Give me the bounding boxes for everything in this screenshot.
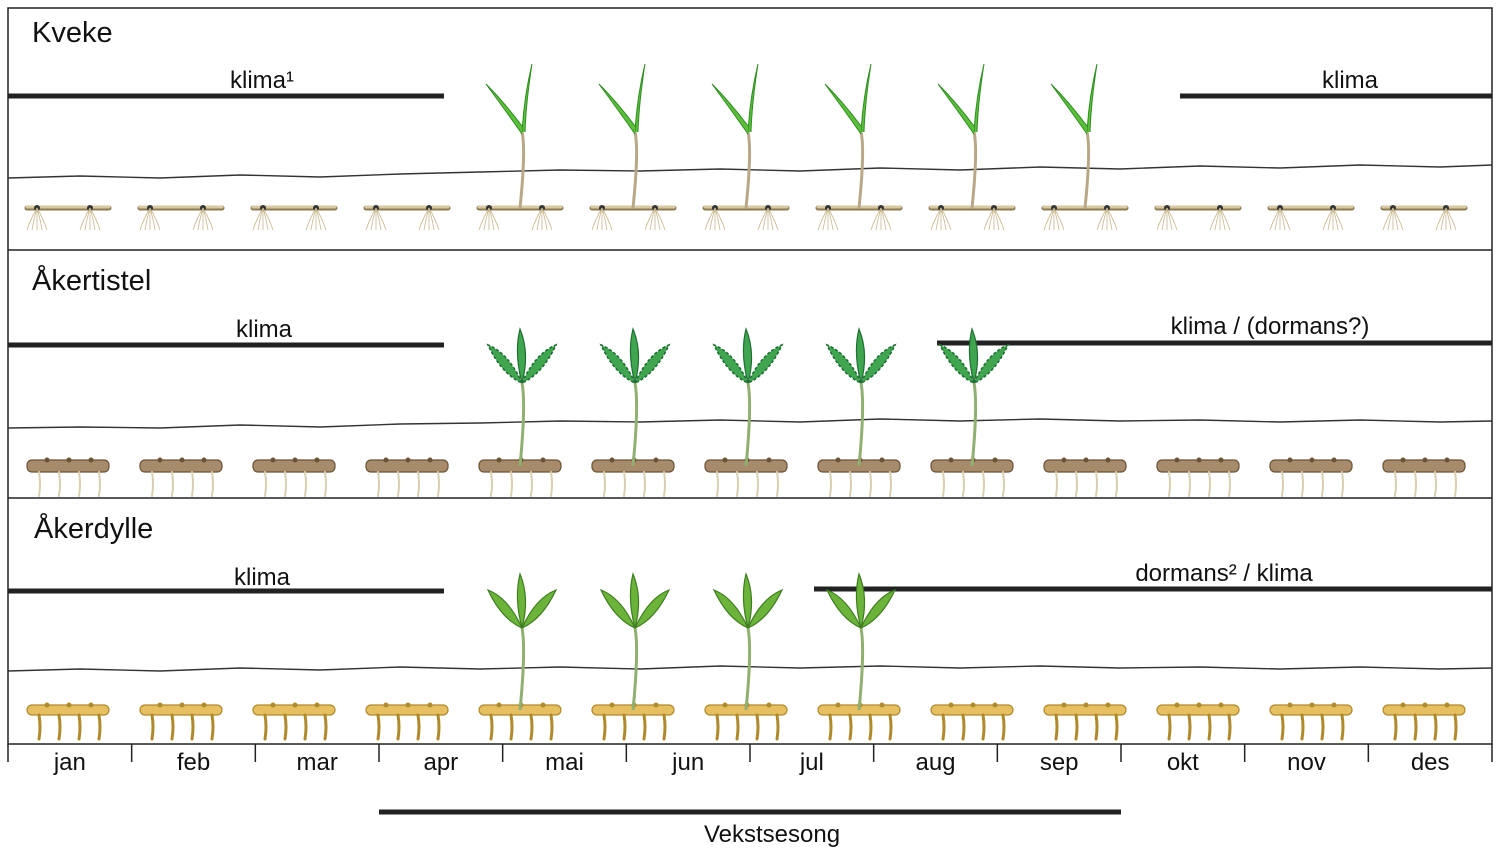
plant-with-shoot bbox=[476, 63, 564, 231]
month-label-mar: mar bbox=[296, 749, 337, 776]
panel-akerdylle: Åkerdylle klima dormans² / klima bbox=[7, 512, 1493, 741]
month-label-des: des bbox=[1411, 749, 1450, 776]
soil-surface-line bbox=[7, 418, 1493, 429]
dormancy-bar-right-label: klima / (dormans?) bbox=[1171, 313, 1370, 340]
plant-with-shoot bbox=[817, 327, 901, 497]
soil-surface-line bbox=[7, 164, 1493, 179]
rhizome-dormant bbox=[1043, 457, 1127, 497]
rhizome-dormant bbox=[1380, 205, 1468, 231]
rhizome-dormant bbox=[139, 702, 223, 741]
dormancy-bar-left-label: klima bbox=[236, 316, 293, 343]
plant-with-shoot bbox=[478, 327, 562, 497]
month-axis: jan feb mar apr mai jun jul aug sep okt nov des bbox=[7, 744, 1493, 776]
month-label-feb: feb bbox=[177, 749, 210, 776]
plant-with-shoot bbox=[589, 63, 677, 231]
dormancy-bar-right-label: dormans² / klima bbox=[1135, 560, 1313, 587]
plant-with-shoot bbox=[815, 63, 903, 231]
panel-title: Kveke bbox=[32, 17, 113, 49]
plant-row bbox=[26, 327, 1466, 497]
rhizome-dormant bbox=[137, 205, 225, 231]
rhizome-dormant bbox=[1269, 702, 1353, 741]
panel-title: Åkertistel bbox=[32, 264, 151, 297]
plant-with-shoot bbox=[704, 572, 788, 741]
plant-with-shoot bbox=[704, 327, 788, 497]
month-label-apr: apr bbox=[423, 749, 458, 776]
rhizome-dormant bbox=[252, 457, 336, 497]
month-label-nov: nov bbox=[1287, 749, 1326, 776]
plant-with-shoot bbox=[928, 63, 1016, 231]
plant-with-shoot bbox=[702, 63, 790, 231]
rhizome-dormant bbox=[1156, 702, 1240, 741]
panel-title: Åkerdylle bbox=[34, 512, 153, 545]
rhizome-dormant bbox=[1154, 205, 1242, 231]
growing-season-label: Vekstsesong bbox=[704, 821, 840, 848]
plant-with-shoot bbox=[478, 572, 562, 741]
rhizome-dormant bbox=[139, 457, 223, 497]
rhizome-dormant bbox=[26, 457, 110, 497]
plant-row bbox=[24, 63, 1468, 231]
month-label-mai: mai bbox=[545, 749, 584, 776]
rhizome-dormant bbox=[930, 702, 1014, 741]
rhizome-dormant bbox=[1156, 457, 1240, 497]
dormancy-bar-right-label: klima bbox=[1322, 67, 1379, 94]
plant-with-shoot bbox=[817, 572, 901, 741]
plant-row bbox=[26, 572, 1466, 741]
plant-with-shoot bbox=[591, 327, 675, 497]
plant-with-shoot bbox=[591, 572, 675, 741]
month-label-jan: jan bbox=[53, 749, 86, 776]
rhizome-dormant bbox=[24, 205, 112, 231]
month-label-jul: jul bbox=[799, 749, 824, 776]
dormancy-bar-left-label: klima bbox=[234, 564, 291, 591]
rhizome-dormant bbox=[363, 205, 451, 231]
panel-akertistel: Åkertistel klima klima / (dormans?) bbox=[7, 264, 1493, 497]
month-label-aug: aug bbox=[915, 749, 955, 776]
rhizome-dormant bbox=[250, 205, 338, 231]
rhizome-dormant bbox=[1382, 702, 1466, 741]
rhizome-dormant bbox=[1269, 457, 1353, 497]
month-label-okt: okt bbox=[1167, 749, 1199, 776]
rhizome-dormant bbox=[365, 702, 449, 741]
soil-surface-line bbox=[7, 665, 1493, 672]
plant-with-shoot bbox=[930, 327, 1014, 497]
rhizome-dormant bbox=[26, 702, 110, 741]
plant-with-shoot bbox=[1041, 63, 1129, 231]
month-label-jun: jun bbox=[671, 749, 704, 776]
rhizome-dormant bbox=[1043, 702, 1127, 741]
month-label-sep: sep bbox=[1040, 749, 1079, 776]
rhizome-dormant bbox=[252, 702, 336, 741]
rhizome-dormant bbox=[1267, 205, 1355, 231]
dormancy-bar-left-label: klima¹ bbox=[230, 67, 294, 94]
rhizome-dormant bbox=[365, 457, 449, 497]
panel-kveke: Kveke klima¹ klima bbox=[7, 17, 1493, 231]
rhizome-dormant bbox=[1382, 457, 1466, 497]
